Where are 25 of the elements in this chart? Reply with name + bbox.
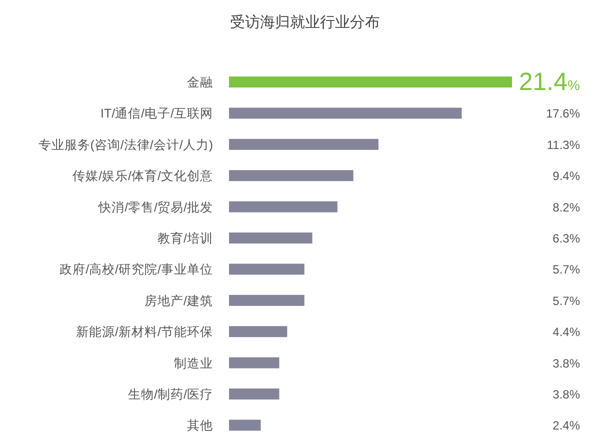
category-label: 快消/零售/贸易/批发 — [98, 200, 213, 214]
value-label: 5.7% — [552, 294, 580, 308]
value-label: 3.8% — [552, 388, 580, 402]
title: 受访海归就业行业分布 — [230, 14, 380, 31]
category-label: 其他 — [187, 418, 213, 433]
category-label: 制造业 — [174, 356, 213, 370]
category-label: 传媒/娱乐/体育/文化创意 — [72, 169, 213, 184]
value-label: 9.4% — [552, 169, 580, 184]
value-label: 3.8% — [552, 356, 580, 370]
value-label: 11.3% — [546, 138, 580, 152]
value-label: 2.4% — [552, 418, 580, 433]
category-label: 新能源/新材料/节能环保 — [76, 325, 213, 340]
category-label: 生物/制药/医疗 — [128, 388, 213, 402]
category-label: 教育/培训 — [158, 232, 213, 246]
value-label: 5.7% — [552, 262, 580, 277]
value-label: 8.2% — [552, 200, 580, 214]
category-label: IT/通信/电子/互联网 — [100, 106, 213, 121]
category-label: 金融 — [187, 76, 213, 90]
value-label: 17.6% — [546, 106, 580, 121]
category-label: 房地产/建筑 — [144, 294, 213, 308]
value-label: 6.3% — [552, 232, 580, 246]
category-label: 政府/高校/研究院/事业单位 — [60, 262, 213, 277]
value-label: 4.4% — [552, 325, 580, 340]
category-label: 专业服务(咨询/法律/会计/人力) — [38, 138, 213, 152]
value-label: 21.4% — [518, 68, 580, 96]
